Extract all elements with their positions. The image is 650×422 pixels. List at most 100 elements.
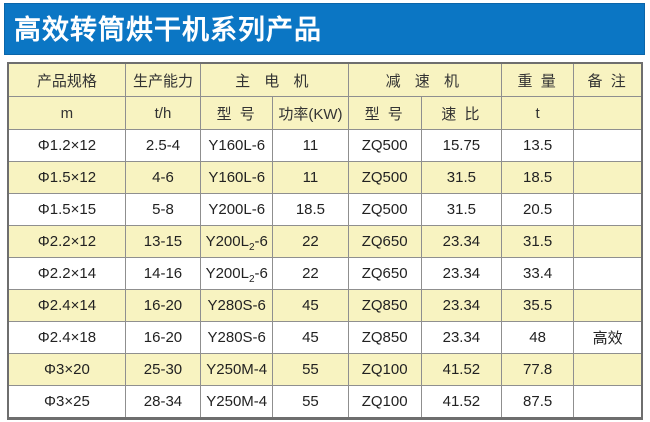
table-row: Φ2.4×18 16-20 Y280S-6 45 ZQ850 23.34 48 … [7,321,643,354]
table-row: Φ2.2×12 13-15 Y200L2-6 22 ZQ650 23.34 31… [7,225,643,258]
cell-weight: 33.4 [501,257,575,290]
table-row: Φ1.2×12 2.5-4 Y160L-6 11 ZQ500 15.75 13.… [7,129,643,162]
table-row: Φ2.2×14 14-16 Y200L2-6 22 ZQ650 23.34 33… [7,257,643,290]
header-reducer-group: 减 速 机 [347,62,503,97]
header-remark-unit [573,96,643,130]
cell-capacity: 14-16 [124,257,202,290]
motor-model-text: Y200L [205,233,249,250]
cell-remark [573,257,643,290]
cell-motor-model: Y200L-6 [200,193,274,226]
cell-remark [573,161,643,194]
motor-model-subscript: 2 [248,242,255,253]
cell-remark [573,193,643,226]
cell-reducer-model: ZQ100 [347,385,422,419]
cell-spec: Φ2.2×14 [7,257,126,290]
cell-capacity: 4-6 [124,161,202,194]
cell-spec: Φ2.4×18 [7,321,126,354]
header-motor-model: 型 号 [200,96,274,130]
header-motor-power: 功率(KW) [272,96,349,130]
header-group-row: 产品规格 生产能力 主 电 机 减 速 机 重 量 备 注 [7,62,643,97]
cell-motor-model: Y200L2-6 [200,257,274,290]
motor-model-subscript: 2 [248,274,255,285]
cell-motor-power: 55 [272,385,349,419]
cell-capacity: 2.5-4 [124,129,202,162]
header-reducer-ratio: 速 比 [420,96,503,130]
cell-motor-power: 22 [272,257,349,290]
cell-reducer-model: ZQ650 [347,225,422,258]
table-row: Φ3×20 25-30 Y250M-4 55 ZQ100 41.52 77.8 [7,353,643,386]
header-remark: 备 注 [573,62,643,97]
cell-motor-model: Y280S-6 [200,289,274,322]
cell-capacity: 16-20 [124,321,202,354]
cell-spec: Φ1.2×12 [7,129,126,162]
header-spec: 产品规格 [7,62,126,97]
motor-model-suffix: -6 [254,265,268,282]
cell-reducer-model: ZQ850 [347,289,422,322]
cell-spec: Φ3×20 [7,353,126,386]
cell-remark [573,353,643,386]
cell-weight: 77.8 [501,353,575,386]
table-header: 产品规格 生产能力 主 电 机 减 速 机 重 量 备 注 m t/h 型 号 … [7,62,643,130]
cell-weight: 13.5 [501,129,575,162]
cell-reducer-ratio: 23.34 [420,225,503,258]
header-capacity-unit: t/h [124,96,202,130]
table-row: Φ1.5×12 4-6 Y160L-6 11 ZQ500 31.5 18.5 [7,161,643,194]
motor-model-text: Y280S-6 [207,297,266,314]
header-capacity: 生产能力 [124,62,202,97]
cell-reducer-ratio: 41.52 [420,385,503,419]
cell-weight: 87.5 [501,385,575,419]
title-banner: 高效转筒烘干机系列产品 [4,3,645,55]
cell-capacity: 5-8 [124,193,202,226]
motor-model-text: Y200L-6 [208,201,266,218]
header-unit-row: m t/h 型 号 功率(KW) 型 号 速 比 t [7,96,643,130]
cell-reducer-model: ZQ500 [347,193,422,226]
motor-model-suffix: -6 [254,233,268,250]
cell-motor-power: 18.5 [272,193,349,226]
cell-spec: Φ2.2×12 [7,225,126,258]
header-reducer-model: 型 号 [347,96,422,130]
motor-model-text: Y160L-6 [208,137,266,154]
header-spec-unit: m [7,96,126,130]
cell-weight: 35.5 [501,289,575,322]
motor-model-text: Y200L [205,265,249,282]
cell-spec: Φ1.5×15 [7,193,126,226]
cell-motor-model: Y250M-4 [200,385,274,419]
table-row: Φ3×25 28-34 Y250M-4 55 ZQ100 41.52 87.5 [7,385,643,419]
cell-remark [573,385,643,419]
motor-model-text: Y250M-4 [206,361,268,378]
cell-reducer-model: ZQ850 [347,321,422,354]
cell-reducer-ratio: 15.75 [420,129,503,162]
cell-capacity: 16-20 [124,289,202,322]
cell-reducer-ratio: 31.5 [420,193,503,226]
motor-model-text: Y160L-6 [208,169,266,186]
table-body: Φ1.2×12 2.5-4 Y160L-6 11 ZQ500 15.75 13.… [7,129,643,419]
cell-motor-model: Y250M-4 [200,353,274,386]
motor-model-text: Y250M-4 [206,393,268,410]
cell-motor-model: Y280S-6 [200,321,274,354]
cell-reducer-model: ZQ500 [347,129,422,162]
cell-motor-power: 11 [272,129,349,162]
cell-weight: 18.5 [501,161,575,194]
cell-weight: 48 [501,321,575,354]
cell-reducer-model: ZQ100 [347,353,422,386]
cell-motor-model: Y160L-6 [200,129,274,162]
header-weight-unit: t [501,96,575,130]
cell-motor-power: 55 [272,353,349,386]
header-weight: 重 量 [501,62,575,97]
cell-remark [573,129,643,162]
cell-weight: 20.5 [501,193,575,226]
header-motor-group: 主 电 机 [200,62,349,97]
cell-remark [573,225,643,258]
cell-capacity: 28-34 [124,385,202,419]
cell-reducer-ratio: 31.5 [420,161,503,194]
cell-motor-model: Y200L2-6 [200,225,274,258]
motor-model-text: Y280S-6 [207,329,266,346]
cell-remark [573,289,643,322]
cell-reducer-ratio: 23.34 [420,321,503,354]
cell-reducer-model: ZQ650 [347,257,422,290]
cell-capacity: 13-15 [124,225,202,258]
cell-remark: 高效 [573,321,643,354]
cell-weight: 31.5 [501,225,575,258]
cell-motor-power: 45 [272,321,349,354]
cell-motor-power: 22 [272,225,349,258]
